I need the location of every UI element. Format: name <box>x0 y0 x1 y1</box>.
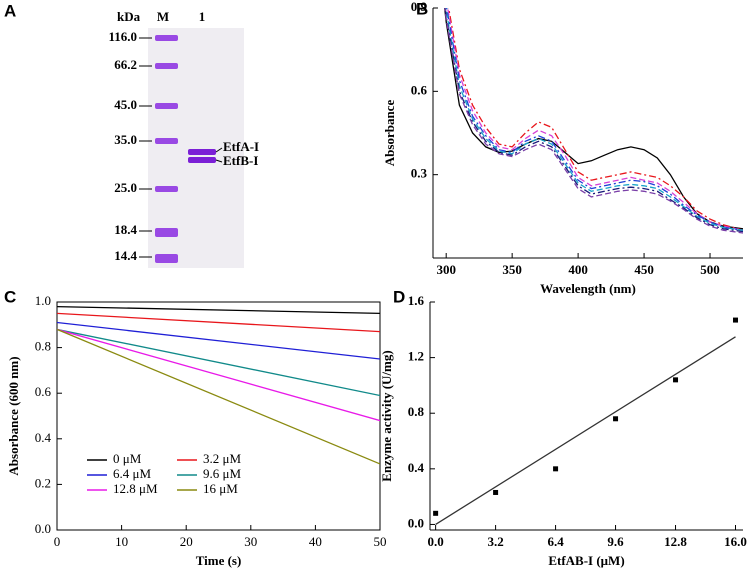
y-tick-label: 0.4 <box>35 430 52 445</box>
plot-area <box>433 317 739 525</box>
plot-area <box>57 305 380 465</box>
x-tick-label: 450 <box>634 262 654 277</box>
protein-band <box>188 149 216 155</box>
line <box>447 8 743 231</box>
line <box>57 321 380 360</box>
band-label: EtfA-I <box>223 139 259 154</box>
y-tick-label: 0.0 <box>35 521 51 536</box>
x-tick-label: 0 <box>54 534 61 549</box>
line <box>435 336 736 525</box>
x-tick-label: 0.0 <box>427 534 443 549</box>
x-tick-label: 20 <box>180 534 193 549</box>
marker-label: 116.0 <box>108 29 137 44</box>
x-tick-label: 6.4 <box>547 534 564 549</box>
x-tick-label: 16.0 <box>724 534 747 549</box>
x-tick-label: 10 <box>115 534 128 549</box>
marker-band <box>155 228 178 237</box>
point <box>673 377 679 383</box>
protein-band <box>188 157 216 163</box>
unit-label: kDa <box>117 9 141 24</box>
line <box>446 8 743 231</box>
x-tick-label: 3.2 <box>487 534 503 549</box>
x-axis-title: Time (s) <box>196 553 242 568</box>
marker-label: 14.4 <box>114 248 137 263</box>
y-tick-label: 0.8 <box>35 339 51 354</box>
marker-label: 35.0 <box>114 132 137 147</box>
point <box>553 466 559 472</box>
point <box>493 489 499 495</box>
y-tick-label: 0.3 <box>411 166 428 181</box>
legend-label: 12.8 μM <box>113 481 158 496</box>
marker-band <box>155 254 178 263</box>
line <box>444 8 743 230</box>
marker-label: 66.2 <box>114 57 137 72</box>
line <box>57 328 380 397</box>
chart-panel: B 300 350 400 450 500 0.3 0.6 0.9 Wavelength (nm)… <box>382 0 743 296</box>
plot-frame <box>56 301 381 531</box>
band-label: EtfB-I <box>223 153 258 168</box>
y-tick-label: 1.2 <box>408 349 424 364</box>
legend-label: 0 μM <box>113 451 142 466</box>
lane-label: 1 <box>199 9 206 24</box>
marker-band <box>155 138 178 144</box>
line <box>57 328 380 465</box>
marker-label: 45.0 <box>114 97 137 112</box>
y-tick-label: 0.4 <box>408 460 425 475</box>
marker-band <box>155 35 178 41</box>
y-axis-title: Absorbance (600 nm) <box>6 356 21 475</box>
panel-label: A <box>4 1 16 20</box>
y-tick-label: 0.6 <box>35 384 52 399</box>
chart-panel: D 0.0 3.2 6.4 9.6 12.8 16.0 0.0 0.4 0.8 1.2 1.6 EtfA… <box>379 287 747 568</box>
y-tick-label: 0.6 <box>411 82 428 97</box>
legend-label: 9.6 μM <box>203 466 241 481</box>
y-tick-label: 1.0 <box>35 293 51 308</box>
y-axis-title: Absorbance <box>382 100 397 167</box>
x-tick-label: 350 <box>502 262 522 277</box>
marker-label: 25.0 <box>114 180 137 195</box>
x-tick-label: 9.6 <box>607 534 624 549</box>
y-axis-title: Enzyme activity (U/mg) <box>379 350 394 481</box>
plot-area <box>444 8 743 234</box>
marker-label: 18.4 <box>114 222 137 237</box>
marker-band <box>155 63 178 69</box>
x-tick-label: 12.8 <box>664 534 687 549</box>
marker-band <box>155 186 178 192</box>
legend-label: 3.2 μM <box>203 451 241 466</box>
line <box>57 328 380 422</box>
x-tick-label: 30 <box>244 534 257 549</box>
point <box>733 317 739 323</box>
panel-label: D <box>393 287 405 306</box>
lane-label: M <box>157 9 169 24</box>
y-tick-label: 1.6 <box>408 293 425 308</box>
line <box>444 8 743 234</box>
panel-label: B <box>416 0 428 18</box>
x-tick-label: 40 <box>309 534 322 549</box>
y-tick-label: 0.0 <box>408 515 424 530</box>
panel-label: C <box>4 287 16 306</box>
legend-label: 6.4 μM <box>113 466 151 481</box>
y-tick-label: 0.8 <box>408 404 425 419</box>
chart-panel: C 0 10 20 30 40 50 0.0 0.2 0.4 0.6 0.8 1.0 Time (s) Ab… <box>4 287 387 568</box>
marker-band <box>155 103 178 109</box>
x-tick-label: 50 <box>374 534 387 549</box>
x-axis-title: Wavelength (nm) <box>540 281 636 296</box>
leader <box>215 159 223 163</box>
y-tick-label: 0.9 <box>411 0 428 14</box>
x-tick-label: 400 <box>568 262 588 277</box>
x-tick-label: 500 <box>700 262 720 277</box>
point <box>613 416 619 422</box>
leader <box>215 147 223 153</box>
x-tick-label: 300 <box>436 262 456 277</box>
line <box>445 8 743 231</box>
legend-label: 16 μM <box>203 481 238 496</box>
line <box>57 305 380 315</box>
x-axis-title: EtfAB-I (μM) <box>548 553 624 568</box>
line <box>57 312 380 333</box>
point <box>433 510 439 516</box>
line <box>444 8 743 233</box>
y-tick-label: 0.2 <box>35 475 51 490</box>
